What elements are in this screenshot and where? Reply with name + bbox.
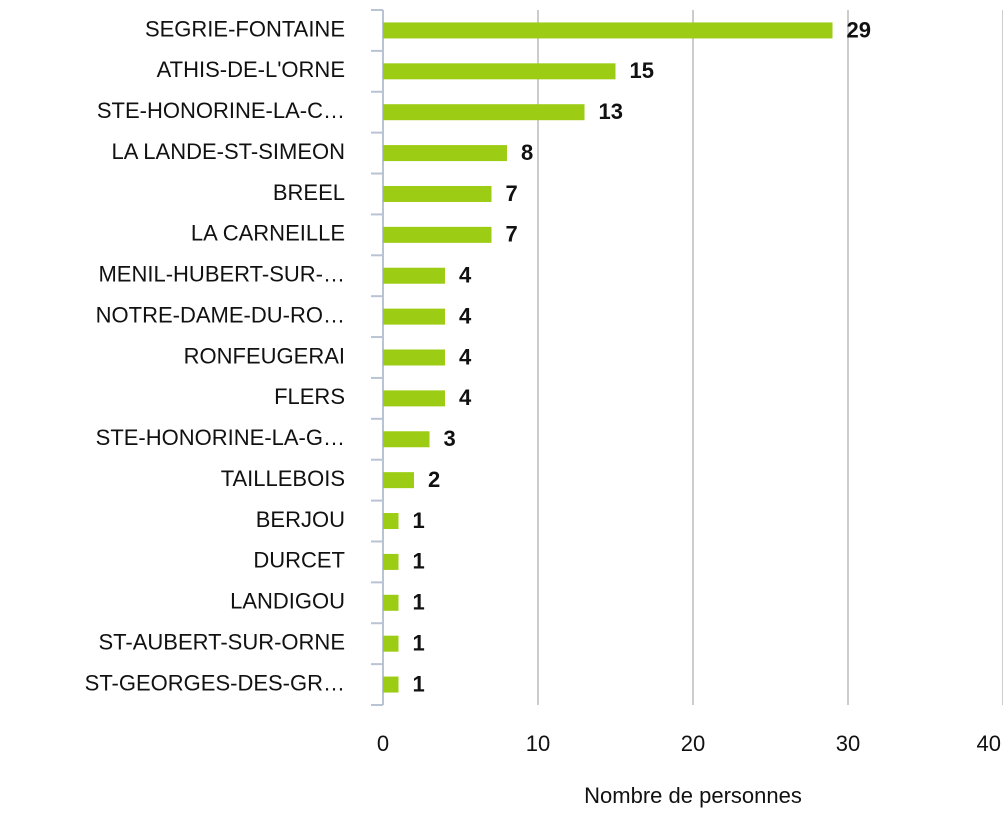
data-label: 1 [413,549,425,574]
data-label: 29 [847,17,871,42]
data-label: 2 [428,467,440,492]
data-label: 7 [506,181,518,206]
data-label: 1 [413,630,425,655]
bar [383,676,399,693]
y-tick-label: BREEL [273,180,345,205]
bar [383,594,399,611]
x-tick-label: 0 [377,731,389,756]
data-label: 8 [521,140,533,165]
x-tick-label: 30 [836,731,860,756]
y-tick-label: FLERS [274,384,345,409]
bar [383,185,492,202]
bar [383,308,445,325]
bar [383,513,399,530]
y-tick-label: RONFEUGERAI [184,343,345,368]
data-label: 4 [459,344,472,369]
x-tick-label: 20 [681,731,705,756]
y-tick-label: ST-AUBERT-SUR-ORNE [98,629,345,654]
y-tick-label: TAILLEBOIS [221,466,345,491]
x-tick-label: 40 [977,731,1001,756]
y-tick-label: ATHIS-DE-L'ORNE [157,57,345,82]
y-tick-label: LANDIGOU [230,589,345,614]
y-tick-label: ST-GEORGES-DES-GR… [85,670,345,695]
y-tick-label: DURCET [253,548,345,573]
bar [383,226,492,243]
y-tick-label: SEGRIE-FONTAINE [145,16,345,41]
data-label: 4 [459,385,472,410]
bar [383,63,616,80]
data-label: 7 [506,222,518,247]
data-label: 1 [413,590,425,615]
bar [383,431,430,448]
y-tick-label: LA CARNEILLE [191,221,345,246]
bar [383,104,585,121]
y-tick-label: STE-HONORINE-LA-G… [96,425,345,450]
data-label: 1 [413,508,425,533]
bar [383,635,399,652]
bar [383,22,833,39]
bar [383,553,399,570]
y-tick-label: STE-HONORINE-LA-C… [97,98,345,123]
y-tick-label: NOTRE-DAME-DU-RO… [96,302,345,327]
y-tick-label: LA LANDE-ST-SIMEON [111,139,345,164]
x-tick-label: 10 [526,731,550,756]
bar [383,472,414,489]
data-label: 15 [630,58,654,83]
data-label: 13 [599,99,623,124]
data-label: 4 [459,263,472,288]
y-tick-label: BERJOU [256,507,345,532]
bar [383,267,445,284]
y-tick-label: MENIL-HUBERT-SUR-… [98,262,345,287]
data-label: 3 [444,426,456,451]
bar [383,349,445,366]
bar [383,145,507,162]
data-label: 4 [459,303,472,328]
x-axis-title: Nombre de personnes [584,783,802,808]
data-label: 1 [413,671,425,696]
bar [383,390,445,407]
